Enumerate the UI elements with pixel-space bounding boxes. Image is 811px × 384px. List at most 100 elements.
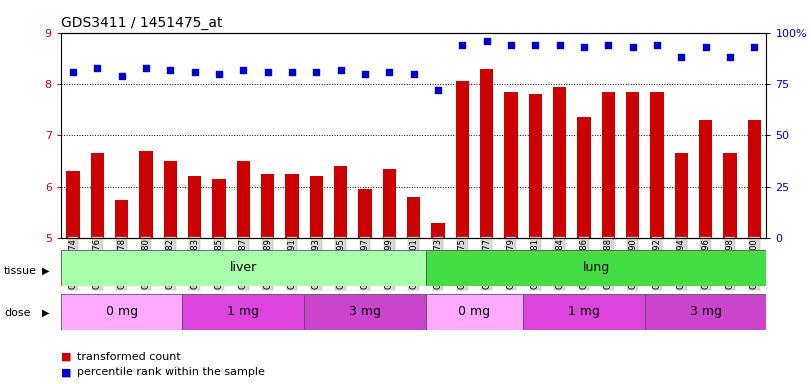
- Point: [431, 87, 444, 93]
- Text: GSM326974: GSM326974: [68, 238, 78, 289]
- Text: liver: liver: [230, 262, 257, 274]
- Bar: [723, 153, 736, 238]
- Point: [723, 54, 736, 60]
- Bar: [699, 120, 712, 238]
- Text: GSM326975: GSM326975: [457, 238, 467, 289]
- Point: [650, 42, 663, 48]
- Point: [407, 71, 420, 77]
- Bar: [334, 166, 347, 238]
- Point: [285, 69, 298, 75]
- Bar: [182, 294, 304, 330]
- Text: GSM326998: GSM326998: [725, 238, 735, 289]
- Bar: [577, 118, 590, 238]
- Point: [212, 71, 225, 77]
- Point: [139, 65, 152, 71]
- Point: [91, 65, 104, 71]
- Point: [602, 42, 615, 48]
- Bar: [139, 151, 152, 238]
- Bar: [285, 174, 298, 238]
- Text: ■: ■: [61, 352, 71, 362]
- Bar: [626, 92, 639, 238]
- Text: GSM326994: GSM326994: [676, 238, 686, 289]
- Point: [577, 44, 590, 50]
- Point: [115, 73, 128, 79]
- Bar: [426, 294, 523, 330]
- Point: [188, 69, 201, 75]
- Text: GSM326989: GSM326989: [263, 238, 272, 289]
- Text: lung: lung: [582, 262, 610, 274]
- Text: GDS3411 / 1451475_at: GDS3411 / 1451475_at: [61, 16, 222, 30]
- Point: [310, 69, 323, 75]
- Bar: [61, 250, 426, 286]
- Text: GSM326996: GSM326996: [701, 238, 710, 289]
- Point: [334, 66, 347, 73]
- Point: [529, 42, 542, 48]
- Bar: [523, 294, 645, 330]
- Bar: [115, 200, 128, 238]
- Bar: [529, 94, 542, 238]
- Text: GSM326983: GSM326983: [190, 238, 200, 289]
- Text: GSM326991: GSM326991: [287, 238, 297, 289]
- Point: [699, 44, 712, 50]
- Text: tissue: tissue: [4, 266, 37, 276]
- Bar: [383, 169, 396, 238]
- Point: [67, 69, 79, 75]
- Bar: [602, 92, 615, 238]
- Point: [748, 44, 761, 50]
- Bar: [310, 177, 323, 238]
- Bar: [188, 177, 201, 238]
- Text: 3 mg: 3 mg: [349, 306, 381, 318]
- Text: GSM326982: GSM326982: [165, 238, 175, 289]
- Bar: [645, 294, 766, 330]
- Bar: [456, 81, 469, 238]
- Text: ▶: ▶: [42, 266, 49, 276]
- Bar: [431, 223, 444, 238]
- Bar: [426, 250, 766, 286]
- Text: ▶: ▶: [42, 308, 49, 318]
- Bar: [480, 69, 493, 238]
- Text: GSM326992: GSM326992: [652, 238, 662, 289]
- Bar: [675, 153, 688, 238]
- Text: transformed count: transformed count: [77, 352, 181, 362]
- Text: GSM326981: GSM326981: [530, 238, 540, 289]
- Text: GSM326987: GSM326987: [238, 238, 248, 289]
- Bar: [358, 189, 371, 238]
- Text: GSM326973: GSM326973: [433, 238, 443, 289]
- Point: [383, 69, 396, 75]
- Point: [237, 66, 250, 73]
- Bar: [164, 161, 177, 238]
- Text: GSM326979: GSM326979: [506, 238, 516, 289]
- Text: GSM326995: GSM326995: [336, 238, 345, 289]
- Text: GSM327000: GSM327000: [749, 238, 759, 289]
- Text: 0 mg: 0 mg: [105, 306, 138, 318]
- Bar: [407, 197, 420, 238]
- Bar: [748, 120, 761, 238]
- Point: [480, 38, 493, 44]
- Bar: [650, 92, 663, 238]
- Text: GSM326986: GSM326986: [579, 238, 589, 289]
- Point: [626, 44, 639, 50]
- Point: [553, 42, 566, 48]
- Text: GSM326977: GSM326977: [482, 238, 491, 289]
- Text: dose: dose: [4, 308, 31, 318]
- Point: [358, 71, 371, 77]
- Text: ■: ■: [61, 367, 71, 377]
- Bar: [261, 174, 274, 238]
- Text: GSM326980: GSM326980: [141, 238, 151, 289]
- Text: GSM326985: GSM326985: [214, 238, 224, 289]
- Text: GSM326993: GSM326993: [311, 238, 321, 289]
- Text: GSM326984: GSM326984: [555, 238, 564, 289]
- Bar: [61, 294, 182, 330]
- Text: 0 mg: 0 mg: [458, 306, 491, 318]
- Point: [456, 42, 469, 48]
- Bar: [304, 294, 426, 330]
- Bar: [212, 179, 225, 238]
- Text: GSM326999: GSM326999: [384, 238, 394, 289]
- Text: GSM326988: GSM326988: [603, 238, 613, 289]
- Text: GSM326978: GSM326978: [117, 238, 127, 289]
- Point: [675, 54, 688, 60]
- Bar: [67, 171, 79, 238]
- Text: percentile rank within the sample: percentile rank within the sample: [77, 367, 265, 377]
- Text: GSM326990: GSM326990: [628, 238, 637, 289]
- Text: GSM326997: GSM326997: [360, 238, 370, 289]
